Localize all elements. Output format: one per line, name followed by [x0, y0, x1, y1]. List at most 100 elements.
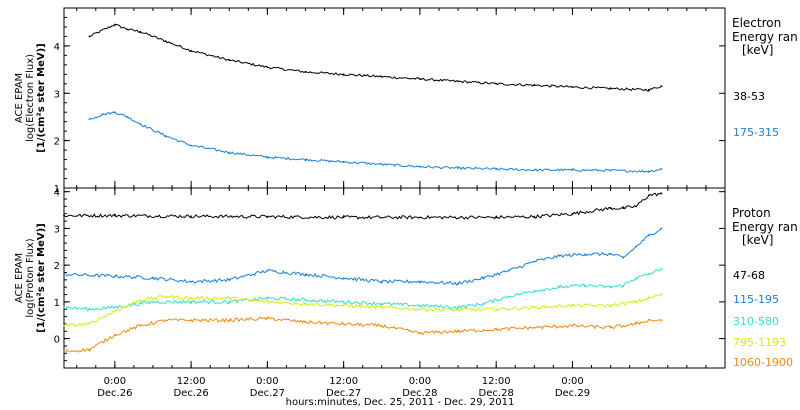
- proton-data-point: [508, 295, 510, 298]
- proton-data-point: [342, 304, 345, 307]
- electron-data-point: [266, 156, 269, 159]
- proton-series: [63, 192, 663, 353]
- electron-data-point: [533, 169, 536, 171]
- proton-data-point: [660, 319, 663, 322]
- electron-data-point: [228, 59, 231, 62]
- electron-series-175-315: [88, 111, 663, 173]
- proton-data-point: [63, 324, 65, 327]
- proton-data-point: [304, 302, 307, 305]
- proton-data-point: [495, 308, 498, 311]
- proton-y-tick-label: 2: [54, 261, 60, 272]
- proton-series-310-580: [63, 267, 663, 312]
- proton-legend-item-1060-1900: 1060-1900: [733, 356, 793, 369]
- electron-data-point: [533, 84, 536, 87]
- proton-data-point: [342, 277, 345, 279]
- proton-data-point: [622, 284, 625, 287]
- electron-data-point: [660, 85, 663, 88]
- proton-data-point: [380, 280, 383, 283]
- proton-data-point: [113, 214, 116, 217]
- proton-data-point: [419, 308, 421, 311]
- proton-data-point: [558, 255, 561, 257]
- proton-legend-item-795-1193: 795-1193: [733, 336, 786, 349]
- electron-data-point: [190, 144, 193, 147]
- electron-data-point: [571, 169, 574, 171]
- electron-legend-units: [keV]: [742, 43, 773, 57]
- electron-data-point: [419, 165, 421, 168]
- electron-data-point: [228, 151, 231, 154]
- proton-data-point: [635, 323, 637, 325]
- x-tick-date-label: Dec.28: [479, 388, 514, 399]
- electron-y-label-line2: log(Electron Flux): [25, 54, 36, 142]
- proton-data-point: [508, 269, 510, 272]
- proton-data-point: [63, 273, 65, 276]
- x-tick-date-label: Dec.29: [555, 388, 590, 399]
- proton-data-point: [635, 245, 637, 248]
- electron-y-label-line1: ACE EPAM: [14, 73, 25, 123]
- electron-panel: 1 2 3 4 ACE EPAM log(Electron Flux) [1/(cm²…: [14, 7, 798, 195]
- proton-data-point: [609, 207, 612, 210]
- proton-data-point: [482, 302, 485, 305]
- proton-data-point: [647, 297, 650, 300]
- x-tick-time-label: 12:00: [482, 376, 511, 387]
- proton-data-point: [88, 323, 91, 325]
- proton-data-point: [457, 306, 459, 309]
- proton-data-point: [152, 277, 154, 279]
- electron-data-point: [647, 170, 650, 173]
- proton-data-point: [609, 326, 612, 329]
- proton-data-point: [304, 299, 307, 301]
- proton-data-point: [190, 300, 193, 303]
- x-tick-date-label: Dec.26: [97, 388, 132, 399]
- proton-data-point: [63, 214, 65, 217]
- proton-legend-item-115-195: 115-195: [733, 293, 779, 306]
- electron-data-point: [647, 89, 650, 91]
- proton-data-point: [228, 278, 231, 281]
- electron-data-point: [609, 169, 612, 172]
- proton-legend-energy: Energy ran: [732, 220, 798, 234]
- proton-data-point: [635, 205, 637, 208]
- proton-data-point: [660, 293, 663, 296]
- proton-data-point: [164, 319, 167, 322]
- proton-data-point: [647, 319, 650, 322]
- proton-y-ticks: 0 1 2 3 4: [54, 188, 725, 369]
- proton-data-point: [113, 275, 116, 278]
- electron-legend-energy: Energy ran: [732, 30, 798, 44]
- proton-y-label-line2: log(Proton Flux): [25, 238, 36, 317]
- electron-data-point: [164, 134, 167, 137]
- electron-y-tick-label: 2: [54, 137, 60, 148]
- proton-series-line-47-68: [63, 192, 662, 220]
- proton-data-point: [419, 216, 421, 219]
- proton-data-point: [152, 300, 154, 303]
- electron-legend-item-175-315: 175-315: [733, 126, 779, 139]
- proton-legend-units: [keV]: [742, 233, 773, 247]
- proton-data-point: [571, 212, 574, 215]
- electron-series-38-53: [88, 23, 663, 92]
- proton-data-point: [457, 309, 459, 311]
- x-tick-date-label: Dec.27: [250, 388, 285, 399]
- proton-data-point: [622, 207, 625, 210]
- proton-series-115-195: [63, 227, 663, 286]
- proton-data-point: [533, 326, 536, 329]
- electron-data-point: [304, 158, 307, 161]
- proton-data-point: [266, 215, 269, 218]
- proton-data-point: [88, 348, 91, 351]
- proton-data-point: [266, 300, 269, 303]
- electron-data-point: [380, 75, 383, 78]
- proton-data-point: [190, 215, 193, 218]
- proton-plot-frame: [63, 187, 726, 369]
- electron-data-point: [342, 161, 345, 163]
- x-tick-time-label: 12:00: [177, 376, 206, 387]
- proton-y-label-line1: ACE EPAM: [14, 253, 25, 303]
- proton-data-point: [88, 308, 91, 311]
- proton-data-point: [113, 306, 116, 309]
- electron-data-point: [139, 30, 142, 33]
- electron-data-point: [139, 123, 142, 125]
- proton-data-point: [533, 289, 536, 292]
- proton-y-tick-label: 3: [54, 224, 60, 235]
- proton-y-label-line3: [1/(cm²s ster MeV)]: [36, 223, 47, 332]
- proton-data-point: [558, 286, 561, 289]
- proton-data-point: [609, 304, 612, 307]
- proton-data-point: [584, 284, 587, 287]
- proton-data-point: [533, 260, 536, 263]
- proton-series-47-68: [63, 192, 663, 220]
